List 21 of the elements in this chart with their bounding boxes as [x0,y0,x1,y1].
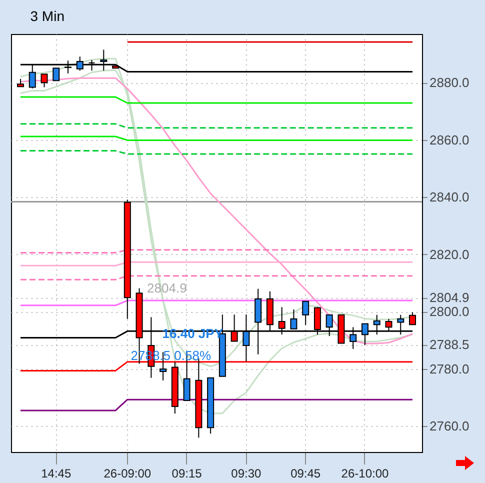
x-tick-label: 09:45 [290,466,321,480]
x-tick-label: 26-09:00 [104,466,152,480]
chart-title: 3 Min [30,8,64,24]
y-tick-label: 2800.0 [430,304,470,320]
y-tick-label: 2788.5 [430,337,470,352]
y-tick-label: 2820.0 [430,246,470,262]
y-tick-label: 2760.0 [430,418,470,434]
y-tick-label: 2780.0 [430,361,470,376]
annotation: 2804.9 [147,280,187,296]
y-tick-label: 2840.0 [430,190,470,205]
y-tick-label: 2804.9 [430,290,470,306]
y-tick-label: 2880.0 [430,75,470,90]
candlestick [302,300,310,326]
candlestick [52,68,60,82]
x-tick-label: 09:15 [172,466,202,480]
x-tick-label: 09:30 [231,466,262,480]
x-tick-label: 26-10:00 [341,466,389,480]
y-tick-label: 2860.0 [430,132,470,148]
x-tick-label: 14:45 [41,466,72,480]
candlestick [40,74,48,88]
candlestick [408,312,416,326]
